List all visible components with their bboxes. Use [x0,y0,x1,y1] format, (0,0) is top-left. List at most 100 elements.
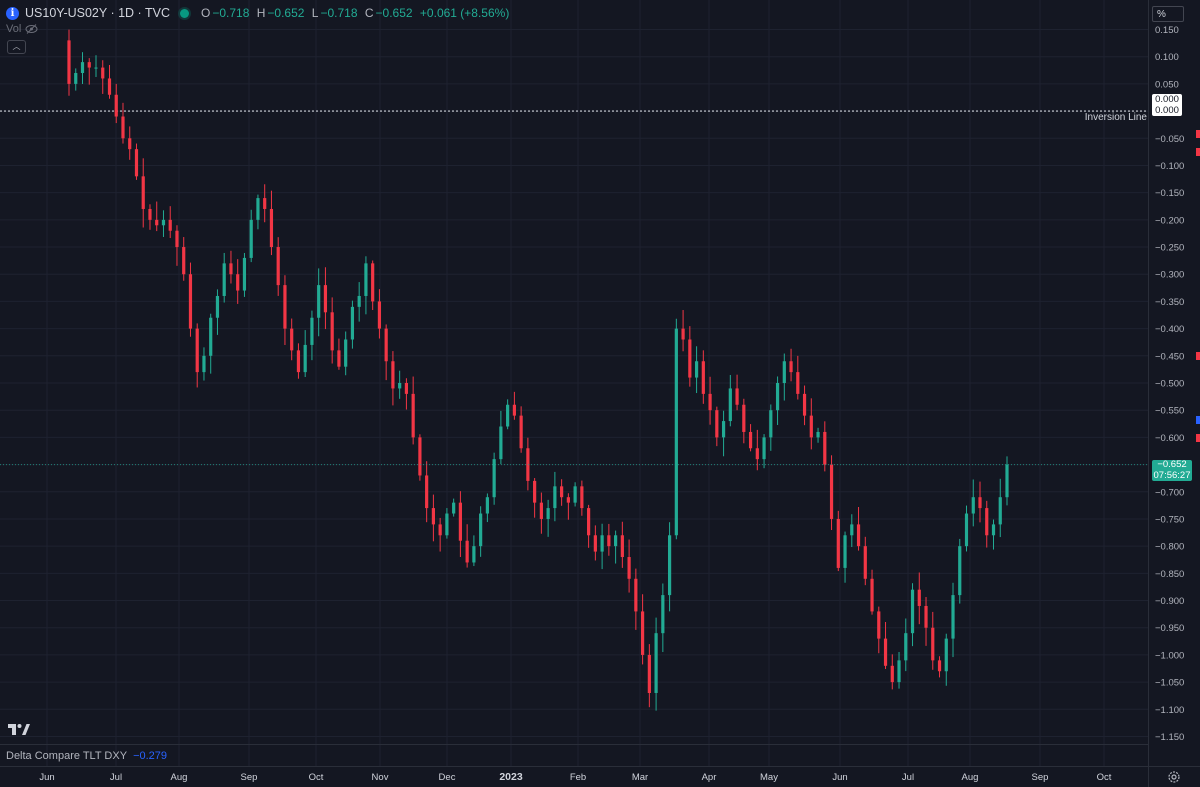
candle-body [573,486,577,503]
x-tick-label: Nov [372,772,389,783]
indicator-legend[interactable]: Delta Compare TLT DXY −0.279 [6,750,167,762]
candle-body [816,431,820,438]
candle-body [242,257,247,291]
y-tick-label: −0.250 [1155,243,1184,254]
candle-body [735,388,739,405]
market-status-icon[interactable] [179,8,189,18]
chart-legend: i US10Y-US02Y · 1D · TVC O −0.718 H −0.652… [6,6,513,20]
y-tick-label: −0.600 [1155,433,1184,444]
candle-body [74,73,78,84]
candle-body [398,383,402,389]
candle-body [688,339,692,378]
inversion-price-top: 0.000 [1155,94,1179,105]
candle-body [640,611,645,655]
candle-body [755,448,759,460]
x-tick-label: Apr [702,772,717,783]
collapse-legend-button[interactable]: ︿ [7,40,26,54]
y-tick-label: −0.550 [1155,406,1184,417]
candle-body [634,578,638,612]
candle-body [539,502,543,519]
candle-body [694,361,699,378]
candle-body [600,535,604,552]
candle-body [141,176,145,209]
candle-body [67,40,71,84]
candle-body [418,437,422,476]
candle-body [877,611,881,639]
x-tick-label: May [760,772,778,783]
scale-marker [1196,416,1200,424]
symbol-title[interactable]: US10Y-US02Y · 1D · TVC [25,6,170,20]
candle-body [566,497,570,503]
candle-body [330,312,334,351]
info-icon[interactable]: i [6,6,19,20]
ohlc-change-value: +0.061 (+8.56%) [419,6,510,20]
ohlc-low-key: L [311,6,319,20]
candle-body [391,361,395,389]
candle-body [303,344,307,373]
x-tick-label: Dec [439,772,456,783]
candle-body [431,508,436,525]
candle-body [290,328,294,351]
candle-body [721,421,726,438]
candle-body [357,295,361,307]
candle-body [978,497,982,509]
y-tick-label: −0.050 [1155,134,1184,145]
candle-body [843,535,847,568]
scale-marker [1196,148,1200,156]
gear-icon[interactable] [1167,770,1181,784]
candle-body [587,508,591,536]
candle-body [890,665,894,683]
y-tick-label: −0.950 [1155,623,1184,634]
candle-body [526,448,530,481]
candle-body [762,437,766,460]
tradingview-logo-icon[interactable] [8,722,30,736]
candle-body [296,350,301,373]
candle-body [748,431,753,449]
candle-body [667,535,672,596]
candle-body [101,67,105,79]
y-tick-label: −0.750 [1155,514,1184,525]
candle-body [317,285,321,318]
candle-body [823,431,827,465]
candle-body [742,404,746,432]
candle-body [121,116,125,139]
ohlc-close-value: −0.652 [375,6,413,20]
scale-mode-button[interactable]: % [1152,6,1184,22]
candle-body [910,589,915,634]
candle-body [175,230,179,248]
eye-off-icon[interactable] [25,24,38,34]
last-price-tag: −0.652 07:56:27 [1152,459,1192,481]
candle-body [904,633,908,661]
candle-body [917,589,921,606]
candle-body [107,78,112,95]
candle-body [715,410,719,438]
y-tick-label: −0.800 [1155,542,1184,553]
y-tick-label: −0.150 [1155,188,1184,199]
candle-body [465,540,469,563]
candle-body [512,404,516,416]
scale-marker [1196,352,1200,360]
candle-body [452,502,456,514]
ohlc-low-value: −0.718 [320,6,358,20]
candle-body [492,459,496,498]
candle-body [188,274,193,329]
candle-body [404,383,409,394]
candle-body [964,513,969,547]
candle-body [614,535,618,547]
x-tick-label: Jul [902,772,914,783]
y-tick-label: 0.150 [1155,25,1179,36]
candle-body [80,62,85,74]
volume-legend[interactable]: Vol [6,23,38,35]
candle-body [229,263,233,275]
candle-body [944,638,948,672]
x-tick-label: Aug [962,772,979,783]
candle-body [472,546,476,563]
x-tick-label: Sep [1032,772,1049,783]
candle-body [114,94,118,117]
candle-body [951,595,955,639]
ohlc-open-value: −0.718 [212,6,250,20]
inversion-price-bottom: 0.000 [1155,105,1179,116]
candle-body [856,524,861,547]
x-tick-label: Oct [309,772,324,783]
